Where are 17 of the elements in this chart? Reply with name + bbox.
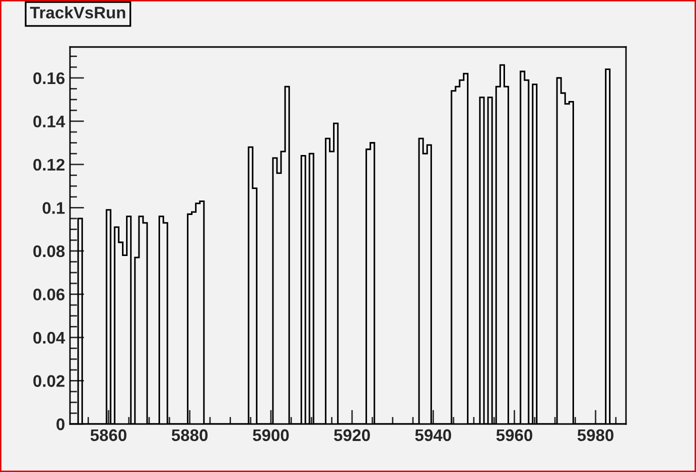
x-tick-label: 5900: [252, 429, 289, 442]
chart-title: TrackVsRun: [30, 6, 126, 18]
y-tick-label: 0.04: [33, 332, 66, 344]
y-tick-label: 0.08: [33, 245, 65, 258]
y-tick-label: 0.16: [33, 72, 65, 84]
x-tick-label: 5860: [90, 429, 126, 442]
y-tick-label: 0.12: [33, 158, 64, 171]
y-tick-label: 0: [56, 418, 64, 430]
x-tick-label: 5940: [415, 429, 452, 442]
y-tick-label: 0.06: [33, 288, 65, 300]
x-tick-label: 5960: [496, 429, 532, 442]
y-tick-label: 0.14: [33, 116, 66, 128]
x-tick-label: 5880: [172, 429, 208, 442]
y-tick-label: 0.02: [33, 375, 64, 387]
y-tick-label: 0.1: [42, 202, 65, 214]
x-tick-label: 5980: [578, 429, 614, 442]
x-tick-label: 5920: [334, 429, 370, 442]
